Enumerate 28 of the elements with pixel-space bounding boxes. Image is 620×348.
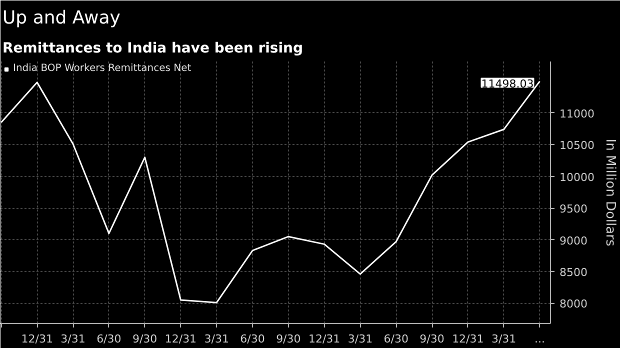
x-tick-label: 3/31	[204, 332, 229, 346]
data-label: 11498.03	[481, 77, 534, 90]
y-tick-label: 10000	[560, 170, 594, 184]
x-tick-label: 3/31	[491, 332, 516, 346]
x-tick-label: 6/30	[96, 332, 122, 346]
y-tick-label: 9000	[560, 234, 588, 248]
x-tick-label: 9/30	[420, 332, 444, 346]
x-tick-label: 12/31	[21, 332, 53, 346]
y-axis-title: In Million Dollars	[602, 138, 618, 246]
x-tick-label: 6/30	[240, 332, 265, 346]
x-tick-label: 9/30	[276, 332, 301, 346]
y-tick-label: 8000	[560, 298, 588, 311]
x-tick-label: 12/31	[308, 332, 340, 346]
y-tick-label: 8500	[560, 266, 588, 279]
x-tick-label: ...	[534, 332, 545, 346]
chart-title: Up and Away	[2, 8, 121, 28]
x-tick-label: 12/31	[452, 332, 484, 346]
line-series	[0, 80, 540, 304]
x-tick-label: 6/30	[384, 332, 408, 346]
x-tick-label: 9/30	[132, 332, 158, 346]
x-tick-label: 12/31	[164, 332, 197, 346]
legend-label: India BOP Workers Remittances Net	[13, 63, 192, 74]
y-tick-label: 11000	[560, 107, 594, 120]
y-tick-label: 9500	[560, 202, 588, 216]
chart-subtitle: Remittances to India have been rising	[2, 40, 304, 56]
x-tick-label: 3/31	[348, 332, 373, 346]
y-tick-label: 10500	[560, 139, 594, 152]
x-tick-label: 3/31	[60, 332, 86, 346]
